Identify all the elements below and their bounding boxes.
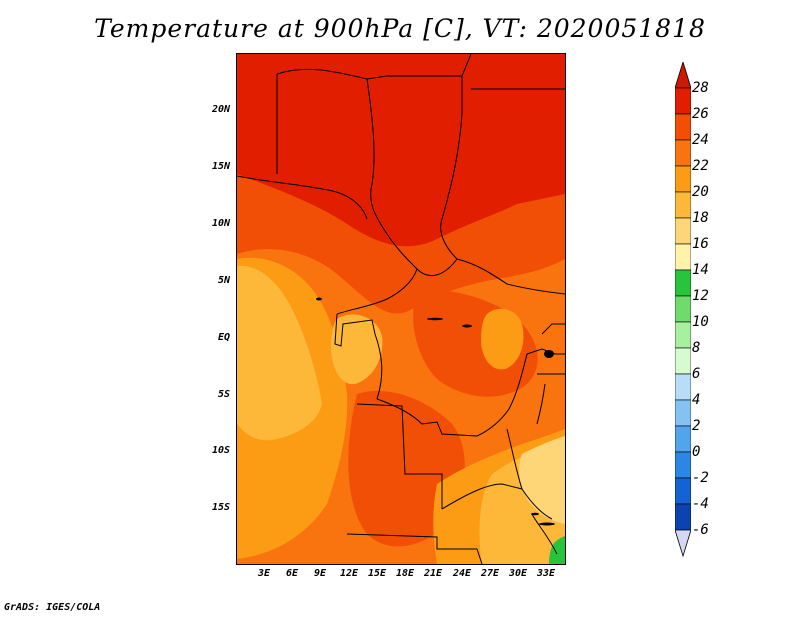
- temperature-field: [237, 54, 565, 564]
- lat-label-20n: 20N: [211, 104, 230, 115]
- colorbar-label-24: 24: [692, 132, 709, 148]
- lon-label-3e: 3E: [257, 568, 271, 579]
- colorbar: [675, 62, 691, 558]
- lat-label-5s: 5S: [217, 389, 230, 400]
- field-20-west: [237, 265, 322, 441]
- lat-label-15s: 15S: [211, 502, 230, 513]
- colorbar-label-4: 4: [692, 392, 701, 408]
- colorbar-label-minus-2: -2: [692, 470, 709, 486]
- colorbar-label-14: 14: [692, 262, 709, 278]
- colorbar-band-2: [675, 139, 691, 167]
- colorbar-band-8: [675, 295, 691, 323]
- colorbar-label-10: 10: [692, 314, 709, 330]
- colorbar-band-16: [675, 503, 691, 531]
- colorbar-label-22: 22: [692, 158, 709, 174]
- colorbar-band-11: [675, 373, 691, 401]
- colorbar-top-triangle: [675, 62, 691, 89]
- colorbar-band-13: [675, 425, 691, 453]
- lon-label-24e: 24E: [452, 568, 472, 579]
- colorbar-label-26: 26: [692, 106, 709, 122]
- colorbar-band-4: [675, 191, 691, 219]
- lat-label-10s: 10S: [211, 445, 230, 456]
- colorbar-band-10: [675, 347, 691, 375]
- field-20-congo: [331, 314, 383, 385]
- grads-credit: GrADS: IGES/COLA: [4, 602, 101, 613]
- country-borders: [237, 54, 565, 564]
- colorbar-label-minus-6: -6: [692, 522, 709, 538]
- colorbar-label-2: 2: [692, 418, 701, 434]
- colorbar-band-6: [675, 243, 691, 271]
- lon-label-33e: 33E: [536, 568, 556, 579]
- lon-label-12e: 12E: [339, 568, 359, 579]
- colorbar-band-14: [675, 451, 691, 479]
- colorbar-band-7: [675, 269, 691, 297]
- temperature-map: [236, 53, 566, 565]
- colorbar-label-minus-4: -4: [692, 496, 709, 512]
- lat-label-15n: 15N: [211, 161, 230, 172]
- colorbar-label-12: 12: [692, 288, 709, 304]
- lat-label-5n: 5N: [217, 275, 230, 286]
- colorbar-band-15: [675, 477, 691, 505]
- lon-label-27e: 27E: [480, 568, 500, 579]
- lon-label-6e: 6E: [285, 568, 299, 579]
- colorbar-band-5: [675, 217, 691, 245]
- colorbar-label-6: 6: [692, 366, 701, 382]
- field-14-corner: [549, 536, 565, 564]
- colorbar-band-1: [675, 113, 691, 141]
- colorbar-band-9: [675, 321, 691, 349]
- colorbar-label-0: 0: [692, 444, 701, 460]
- lon-label-18e: 18E: [395, 568, 415, 579]
- field-22-lakes: [481, 308, 524, 370]
- colorbar-band-3: [675, 165, 691, 193]
- field-18-southeast: [519, 436, 565, 524]
- lon-label-30e: 30E: [508, 568, 528, 579]
- map-title: Temperature at 900hPa [C], VT: 202005181…: [94, 14, 706, 43]
- lat-label-eq: EQ: [217, 332, 230, 343]
- colorbar-segments: [675, 87, 691, 531]
- lon-label-21e: 21E: [423, 568, 443, 579]
- lake-outlines: [316, 297, 555, 526]
- colorbar-label-20: 20: [692, 184, 709, 200]
- lon-label-15e: 15E: [367, 568, 387, 579]
- colorbar-label-18: 18: [692, 210, 709, 226]
- colorbar-band-12: [675, 399, 691, 427]
- lat-label-10n: 10N: [211, 218, 230, 229]
- colorbar-label-16: 16: [692, 236, 709, 252]
- colorbar-label-28: 28: [692, 80, 709, 96]
- colorbar-bottom-triangle: [675, 529, 691, 558]
- colorbar-label-8: 8: [692, 340, 701, 356]
- colorbar-band-0: [675, 87, 691, 115]
- lon-label-9e: 9E: [313, 568, 327, 579]
